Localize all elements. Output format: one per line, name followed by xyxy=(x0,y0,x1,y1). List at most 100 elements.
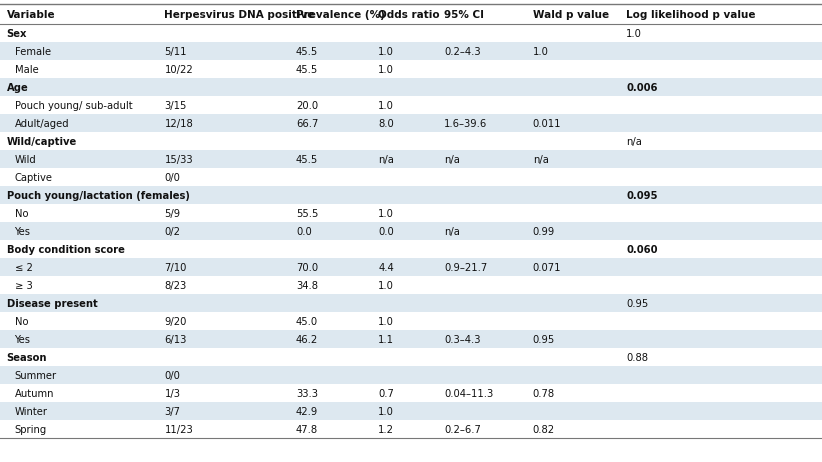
Text: 15/33: 15/33 xyxy=(164,155,193,165)
Text: 0.0: 0.0 xyxy=(296,227,312,237)
Text: Age: Age xyxy=(7,83,28,93)
Bar xyxy=(0,348,822,366)
Text: 70.0: 70.0 xyxy=(296,263,318,273)
Text: 45.5: 45.5 xyxy=(296,47,318,57)
Text: 0.2–4.3: 0.2–4.3 xyxy=(444,47,481,57)
Text: 8/23: 8/23 xyxy=(164,281,187,291)
Text: n/a: n/a xyxy=(378,155,394,165)
Text: 46.2: 46.2 xyxy=(296,335,318,345)
Text: 0.071: 0.071 xyxy=(533,263,561,273)
Text: 1.0: 1.0 xyxy=(378,281,394,291)
Bar xyxy=(0,24,822,42)
Text: 0.82: 0.82 xyxy=(533,425,555,435)
Text: 42.9: 42.9 xyxy=(296,407,318,417)
Text: ≥ 3: ≥ 3 xyxy=(15,281,32,291)
Text: 0.9–21.7: 0.9–21.7 xyxy=(444,263,487,273)
Text: Female: Female xyxy=(15,47,51,57)
Text: 0.095: 0.095 xyxy=(626,191,658,201)
Text: 0/0: 0/0 xyxy=(164,173,180,183)
Bar xyxy=(0,60,822,78)
Text: Season: Season xyxy=(7,353,47,363)
Text: Male: Male xyxy=(15,65,39,75)
Text: Body condition score: Body condition score xyxy=(7,245,124,255)
Bar xyxy=(0,42,822,60)
Text: 1.0: 1.0 xyxy=(378,101,394,111)
Text: 0.88: 0.88 xyxy=(626,353,649,363)
Text: 1/3: 1/3 xyxy=(164,389,180,399)
Text: Yes: Yes xyxy=(15,335,30,345)
Text: Summer: Summer xyxy=(15,371,57,381)
Text: 10/22: 10/22 xyxy=(164,65,193,75)
Text: Autumn: Autumn xyxy=(15,389,54,399)
Text: 12/18: 12/18 xyxy=(164,119,193,129)
Bar xyxy=(0,384,822,402)
Text: 33.3: 33.3 xyxy=(296,389,318,399)
Text: Log likelihood p value: Log likelihood p value xyxy=(626,10,756,20)
Text: 0.2–6.7: 0.2–6.7 xyxy=(444,425,481,435)
Text: n/a: n/a xyxy=(533,155,548,165)
Text: 47.8: 47.8 xyxy=(296,425,318,435)
Text: 3/15: 3/15 xyxy=(164,101,187,111)
Text: 55.5: 55.5 xyxy=(296,209,318,219)
Text: 95% CI: 95% CI xyxy=(444,10,484,20)
Bar xyxy=(0,222,822,240)
Bar xyxy=(0,420,822,438)
Text: Yes: Yes xyxy=(15,227,30,237)
Text: 1.1: 1.1 xyxy=(378,335,394,345)
Bar xyxy=(0,366,822,384)
Text: 5/9: 5/9 xyxy=(164,209,181,219)
Text: Wald p value: Wald p value xyxy=(533,10,609,20)
Bar xyxy=(0,402,822,420)
Bar xyxy=(0,276,822,294)
Text: 9/20: 9/20 xyxy=(164,317,187,327)
Text: 0.006: 0.006 xyxy=(626,83,658,93)
Text: 0.060: 0.060 xyxy=(626,245,658,255)
Text: 1.0: 1.0 xyxy=(378,407,394,417)
Text: 1.0: 1.0 xyxy=(533,47,548,57)
Bar xyxy=(0,186,822,204)
Bar xyxy=(0,330,822,348)
Text: 1.0: 1.0 xyxy=(378,317,394,327)
Text: n/a: n/a xyxy=(444,227,459,237)
Bar xyxy=(0,240,822,258)
Text: 0.0: 0.0 xyxy=(378,227,394,237)
Text: Adult/aged: Adult/aged xyxy=(15,119,69,129)
Text: 6/13: 6/13 xyxy=(164,335,187,345)
Text: 1.0: 1.0 xyxy=(378,65,394,75)
Text: n/a: n/a xyxy=(444,155,459,165)
Text: 45.5: 45.5 xyxy=(296,155,318,165)
Text: 0.011: 0.011 xyxy=(533,119,561,129)
Bar xyxy=(0,168,822,186)
Text: 45.5: 45.5 xyxy=(296,65,318,75)
Text: Pouch young/lactation (females): Pouch young/lactation (females) xyxy=(7,191,189,201)
Text: 0.99: 0.99 xyxy=(533,227,555,237)
Bar xyxy=(0,258,822,276)
Text: Prevalence (%): Prevalence (%) xyxy=(296,10,385,20)
Bar xyxy=(0,312,822,330)
Text: 1.0: 1.0 xyxy=(378,209,394,219)
Text: 0.95: 0.95 xyxy=(626,299,649,309)
Text: 11/23: 11/23 xyxy=(164,425,193,435)
Text: 34.8: 34.8 xyxy=(296,281,318,291)
Text: 8.0: 8.0 xyxy=(378,119,394,129)
Bar xyxy=(0,132,822,150)
Bar xyxy=(0,4,822,24)
Text: 3/7: 3/7 xyxy=(164,407,180,417)
Text: 5/11: 5/11 xyxy=(164,47,187,57)
Text: 1.0: 1.0 xyxy=(626,29,642,39)
Text: 4.4: 4.4 xyxy=(378,263,394,273)
Bar xyxy=(0,150,822,168)
Text: 0/0: 0/0 xyxy=(164,371,180,381)
Text: Herpesvirus DNA positive: Herpesvirus DNA positive xyxy=(164,10,315,20)
Text: 20.0: 20.0 xyxy=(296,101,318,111)
Text: Disease present: Disease present xyxy=(7,299,97,309)
Text: Captive: Captive xyxy=(15,173,53,183)
Bar xyxy=(0,78,822,96)
Text: ≤ 2: ≤ 2 xyxy=(15,263,32,273)
Bar xyxy=(0,204,822,222)
Text: 0.95: 0.95 xyxy=(533,335,555,345)
Text: 1.0: 1.0 xyxy=(378,47,394,57)
Text: n/a: n/a xyxy=(626,137,642,147)
Text: Spring: Spring xyxy=(15,425,47,435)
Text: 0.7: 0.7 xyxy=(378,389,394,399)
